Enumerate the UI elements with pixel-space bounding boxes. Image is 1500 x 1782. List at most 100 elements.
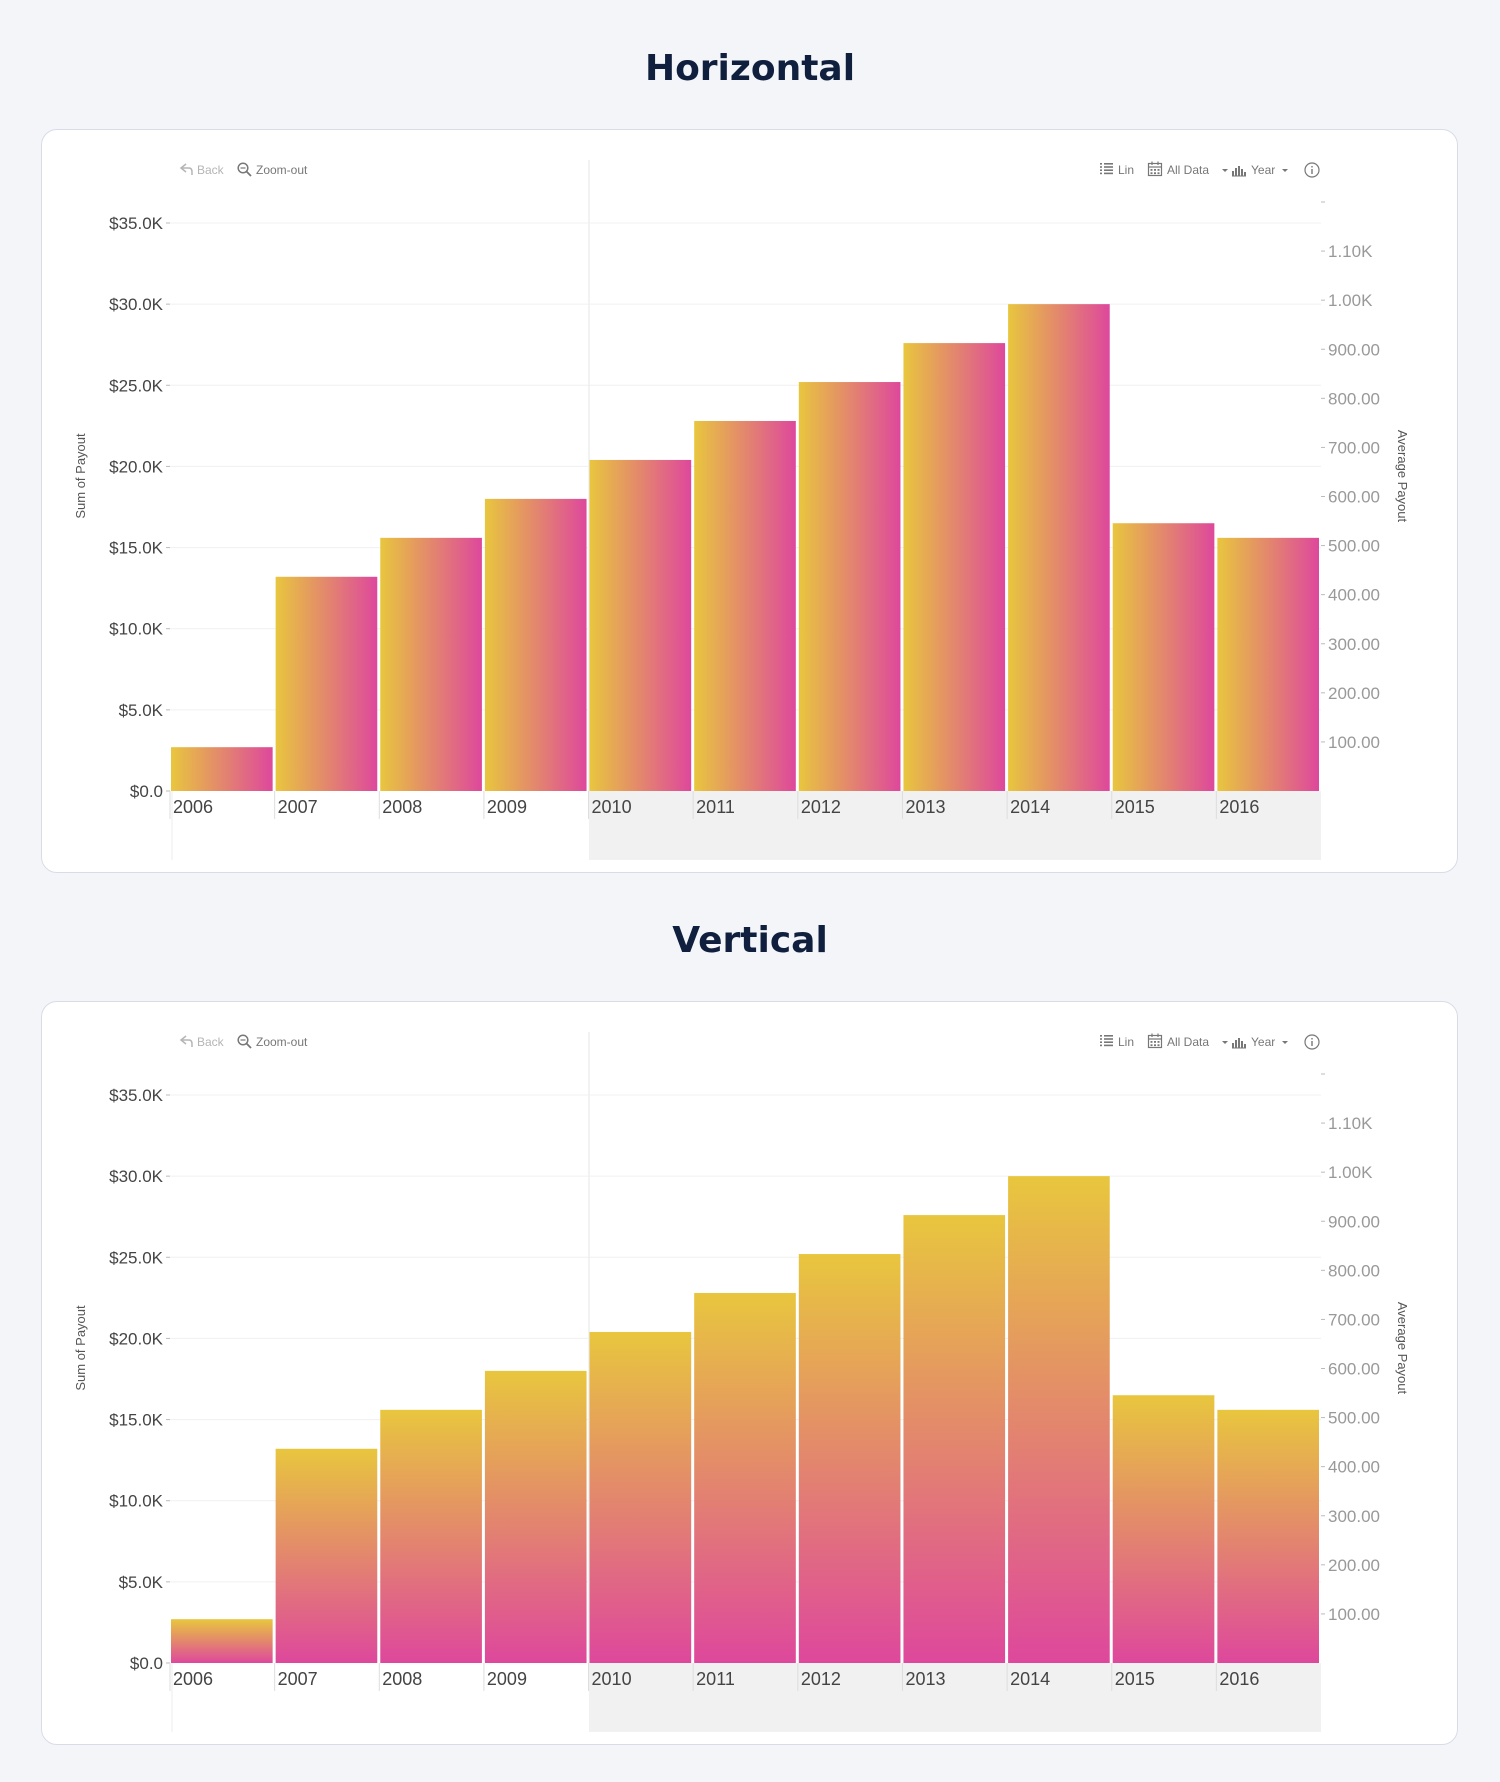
- bar-2014[interactable]: [1008, 304, 1110, 791]
- bar-2008[interactable]: [380, 1409, 482, 1663]
- bar-2013[interactable]: [903, 343, 1006, 791]
- y2-tick-label: 800.00: [1328, 1261, 1380, 1280]
- bar-2015[interactable]: [1112, 523, 1215, 791]
- y2-tick-label: 400.00: [1328, 1458, 1380, 1477]
- bar-chart-icon: [1232, 166, 1246, 177]
- bar-2013[interactable]: [903, 1215, 1006, 1663]
- section-title-vertical: Vertical: [672, 920, 828, 961]
- back-button[interactable]: Back: [179, 1035, 225, 1049]
- x-tick-label: 2013: [905, 1669, 945, 1689]
- back-button[interactable]: Back: [179, 163, 225, 177]
- info-icon: [1304, 162, 1320, 178]
- caret-down-icon: [1282, 1041, 1288, 1044]
- range-dropdown[interactable]: All Data: [1147, 1033, 1229, 1050]
- y2-tick-label: 1.00K: [1328, 1163, 1373, 1182]
- period-dropdown[interactable]: Year: [1232, 1035, 1288, 1049]
- y-tick-label: $25.0K: [109, 1248, 164, 1267]
- y2-tick-label: 1.10K: [1328, 242, 1373, 261]
- back-icon: [179, 163, 193, 175]
- zoom-out-button[interactable]: Zoom-out: [237, 1034, 308, 1049]
- y2-tick-label: 700.00: [1328, 438, 1380, 457]
- x-tick-label: 2011: [696, 1669, 735, 1689]
- x-tick-label: 2010: [592, 1669, 632, 1689]
- x-tick-label: 2011: [696, 797, 735, 817]
- chart-card-vertical: $0.0 $5.0K $10.0K $15.0K $20.0K $25.0K $30.0K $…: [41, 1001, 1458, 1745]
- x-tick-label: 2009: [487, 797, 527, 817]
- x-tick-label: 2015: [1115, 797, 1155, 817]
- range-dropdown[interactable]: All Data: [1147, 161, 1229, 178]
- x-tick-label: 2015: [1115, 1669, 1155, 1689]
- bar-2010[interactable]: [589, 459, 692, 791]
- y-tick-label: $5.0K: [119, 701, 164, 720]
- bar-2009[interactable]: [484, 498, 587, 791]
- y2-tick-label: 300.00: [1328, 635, 1380, 654]
- y2-tick-label: 100.00: [1328, 1605, 1380, 1624]
- bar-2012[interactable]: [798, 1254, 901, 1663]
- bar-2011[interactable]: [694, 1292, 796, 1663]
- info-icon: [1304, 1034, 1320, 1050]
- x-tick-label: 2007: [278, 797, 318, 817]
- y2-tick-label: 200.00: [1328, 1556, 1380, 1575]
- y2-tick-label: 800.00: [1328, 389, 1380, 408]
- bar-2012[interactable]: [798, 382, 901, 791]
- bar-2010[interactable]: [589, 1331, 692, 1663]
- bar-2007[interactable]: [275, 1448, 378, 1663]
- y2-axis-title: Average Payout: [1395, 1302, 1410, 1395]
- x-tick-label: 2008: [382, 797, 422, 817]
- x-tick-label: 2007: [278, 1669, 318, 1689]
- y2-tick-label: 500.00: [1328, 1409, 1380, 1428]
- bar-2016[interactable]: [1217, 1409, 1319, 1663]
- zoom-out-icon: [237, 162, 252, 177]
- caret-down-icon: [1222, 1041, 1228, 1044]
- bar-2006[interactable]: [171, 747, 273, 791]
- list-icon: [1100, 1035, 1113, 1047]
- bar-2016[interactable]: [1217, 537, 1319, 791]
- bar-2009[interactable]: [484, 1370, 587, 1663]
- calendar-icon: [1147, 161, 1163, 177]
- x-tick-label: 2014: [1010, 1669, 1050, 1689]
- bar-2007[interactable]: [275, 576, 378, 791]
- zoom-out-label: Zoom-out: [256, 163, 308, 177]
- scale-toggle-button[interactable]: Lin: [1100, 163, 1134, 177]
- y-axis-title: Sum of Payout: [73, 1305, 88, 1391]
- y2-tick-label: 700.00: [1328, 1310, 1380, 1329]
- y2-tick-label: 900.00: [1328, 1212, 1380, 1231]
- info-button[interactable]: [1304, 1034, 1320, 1050]
- zoom-out-label: Zoom-out: [256, 1035, 308, 1049]
- bar-2015[interactable]: [1112, 1395, 1215, 1663]
- y2-tick-label: 600.00: [1328, 488, 1380, 507]
- back-label: Back: [197, 1035, 225, 1049]
- chart-card-horizontal: $0.0 $5.0K $10.0K $15.0K $20.0K $25.0K $30.0K $…: [41, 129, 1458, 873]
- period-dropdown[interactable]: Year: [1232, 163, 1288, 177]
- x-tick-label: 2012: [801, 1669, 841, 1689]
- y-tick-label: $30.0K: [109, 295, 164, 314]
- zoom-out-button[interactable]: Zoom-out: [237, 162, 308, 177]
- scale-toggle-button[interactable]: Lin: [1100, 1035, 1134, 1049]
- bar-2011[interactable]: [694, 420, 796, 791]
- y-tick-label: $10.0K: [109, 620, 164, 639]
- y2-tick-label: 1.00K: [1328, 291, 1373, 310]
- bar-2006[interactable]: [171, 1619, 273, 1663]
- calendar-icon: [1147, 1033, 1163, 1049]
- period-label: Year: [1251, 1035, 1275, 1049]
- info-button[interactable]: [1304, 162, 1320, 178]
- x-tick-label: 2013: [905, 797, 945, 817]
- x-tick-label: 2009: [487, 1669, 527, 1689]
- y2-tick-label: 500.00: [1328, 537, 1380, 556]
- y-tick-label: $30.0K: [109, 1167, 164, 1186]
- y-tick-label: $20.0K: [109, 1329, 164, 1348]
- y-tick-label: $0.0: [130, 1654, 163, 1673]
- caret-down-icon: [1282, 169, 1288, 172]
- scale-label: Lin: [1118, 1035, 1134, 1049]
- y-axis-title: Sum of Payout: [73, 433, 88, 519]
- y-tick-label: $5.0K: [119, 1573, 164, 1592]
- x-tick-label: 2014: [1010, 797, 1050, 817]
- bar-2008[interactable]: [380, 537, 482, 791]
- bar-2014[interactable]: [1008, 1176, 1110, 1663]
- range-selection-area[interactable]: [589, 791, 1321, 860]
- y-tick-label: $15.0K: [109, 1411, 164, 1430]
- range-selection-area[interactable]: [589, 1663, 1321, 1732]
- x-tick-label: 2006: [173, 1669, 213, 1689]
- x-tick-label: 2008: [382, 1669, 422, 1689]
- y2-tick-label: 100.00: [1328, 733, 1380, 752]
